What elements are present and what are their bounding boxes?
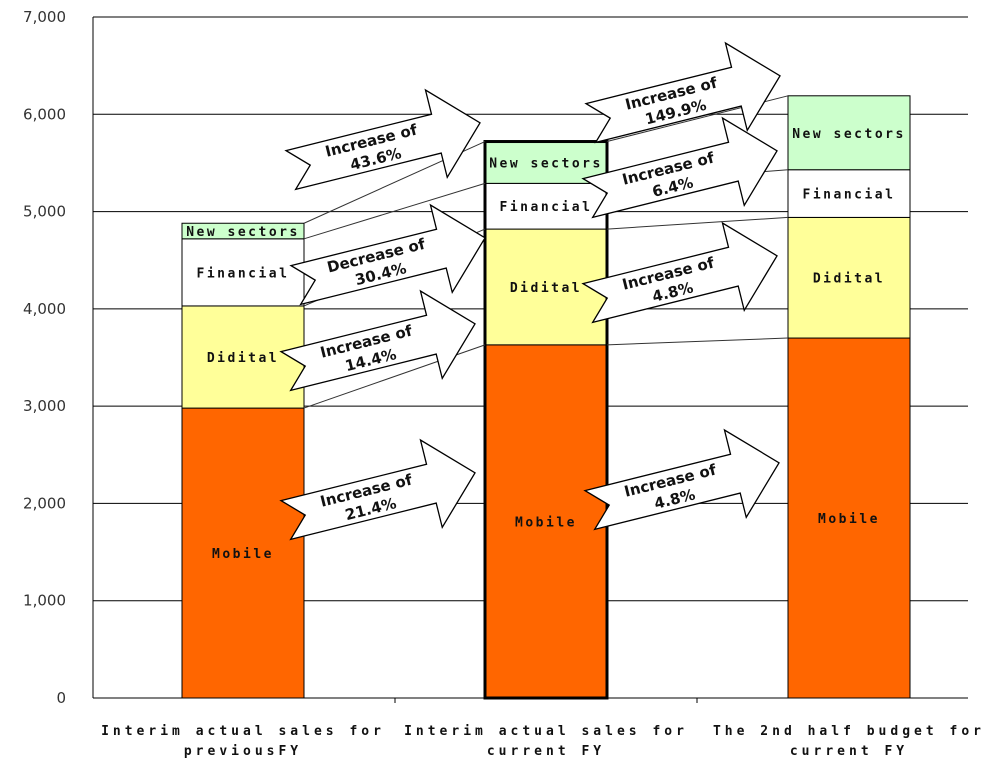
segment-label-didital: Didital — [813, 272, 885, 287]
connector-line — [606, 216, 789, 230]
connector-line — [606, 337, 789, 346]
arrow-shape — [581, 116, 778, 219]
segment-label-didital: Didital — [207, 351, 279, 366]
segment-label-new-sectors: New sectors — [792, 127, 906, 142]
y-tick-label: 4,000 — [23, 300, 66, 318]
segment-label-new-sectors: New sectors — [186, 225, 300, 240]
bar-didital — [484, 228, 608, 346]
arrow-shape — [279, 289, 476, 392]
y-tick-label: 1,000 — [23, 592, 66, 610]
bar-financial — [787, 169, 911, 218]
bar-financial — [484, 182, 608, 230]
x-category-label: current FY — [790, 744, 908, 759]
connector-line — [303, 182, 486, 240]
arrow-shape — [581, 221, 778, 324]
segment-label-financial: Financial — [500, 200, 593, 215]
x-category-label: The 2nd half budget for — [713, 724, 985, 739]
segment-label-financial: Financial — [197, 266, 290, 281]
y-tick-label: 6,000 — [23, 105, 66, 123]
x-category-label: Interim actual sales for — [101, 724, 385, 739]
bar-new-sectors — [787, 95, 911, 171]
bar-mobile — [181, 407, 305, 699]
y-tick-label: 2,000 — [23, 494, 66, 512]
arrow-shape — [279, 438, 476, 541]
y-tick-label: 7,000 — [23, 8, 66, 26]
x-category-label: Interim actual sales for — [404, 724, 688, 739]
segment-label-mobile: Mobile — [212, 547, 274, 562]
x-category-label: current FY — [487, 744, 605, 759]
segment-label-mobile: Mobile — [818, 512, 880, 527]
x-category-label: previousFY — [184, 744, 302, 759]
bar-highlight-outline — [483, 140, 609, 700]
arrow-shape — [284, 88, 481, 191]
bar-new-sectors — [181, 222, 305, 240]
segment-label-financial: Financial — [803, 188, 896, 203]
segment-label-new-sectors: New sectors — [489, 156, 603, 171]
bar-didital — [787, 216, 911, 339]
change-arrow: Increase of4.8% — [581, 221, 778, 324]
bar-mobile — [484, 344, 608, 699]
arrow-shape — [584, 41, 781, 144]
bar-didital — [181, 305, 305, 409]
segment-label-didital: Didital — [510, 281, 582, 296]
change-arrow: Increase of4.8% — [583, 428, 780, 531]
arrow-shape — [583, 428, 780, 531]
segment-label-mobile: Mobile — [515, 515, 577, 530]
y-tick-label: 3,000 — [23, 397, 66, 415]
y-tick-label: 0 — [56, 689, 66, 707]
y-tick-label: 5,000 — [23, 203, 66, 221]
arrow-shape — [289, 203, 486, 306]
